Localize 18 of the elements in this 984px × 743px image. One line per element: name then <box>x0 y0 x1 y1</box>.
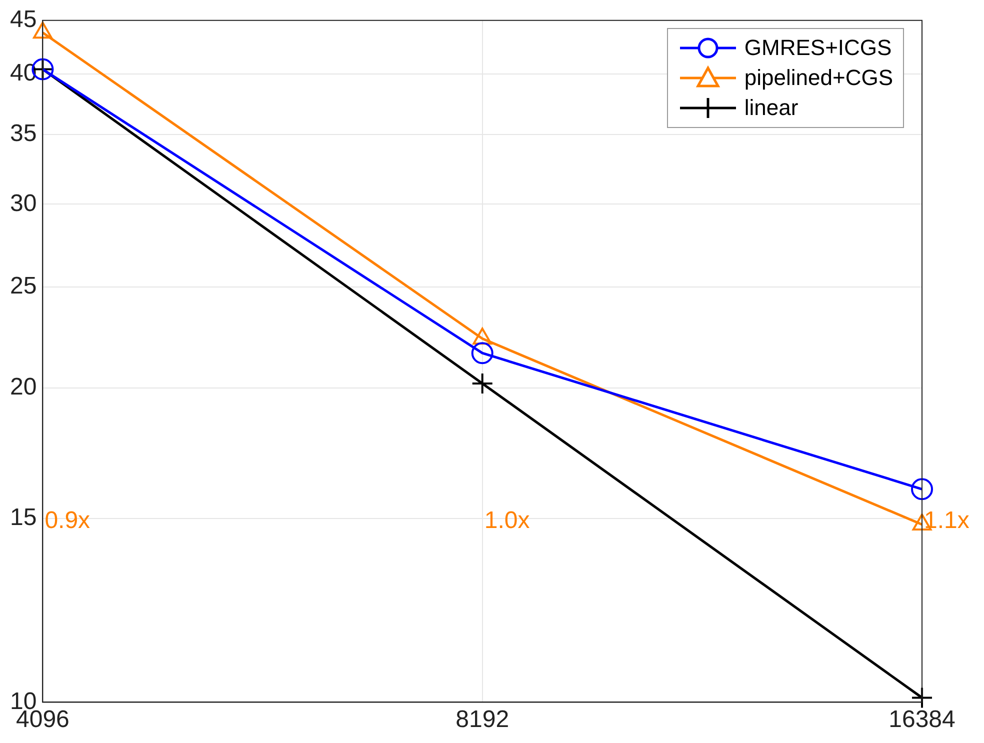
x-tick-label: 16384 <box>888 706 956 734</box>
legend-label: GMRES+ICGS <box>744 35 892 61</box>
legend-label: pipelined+CGS <box>744 65 893 91</box>
point <box>471 342 494 364</box>
y-tick-label: 35 <box>10 120 37 147</box>
legend-label: linear <box>744 95 798 121</box>
y-tick-label: 45 <box>10 6 37 34</box>
annotation: 1.0x <box>484 507 530 534</box>
annotation: 0.9x <box>44 507 90 534</box>
point <box>911 478 933 500</box>
y-tick-label: 20 <box>10 374 37 401</box>
y-tick-label: 30 <box>10 190 37 217</box>
text: 1.1x <box>924 507 970 534</box>
x-tick-label: 8192 <box>456 706 510 734</box>
y-tick-label: 25 <box>10 272 37 300</box>
y-tick-label: 15 <box>10 504 37 532</box>
point <box>471 372 494 394</box>
point <box>911 686 933 709</box>
